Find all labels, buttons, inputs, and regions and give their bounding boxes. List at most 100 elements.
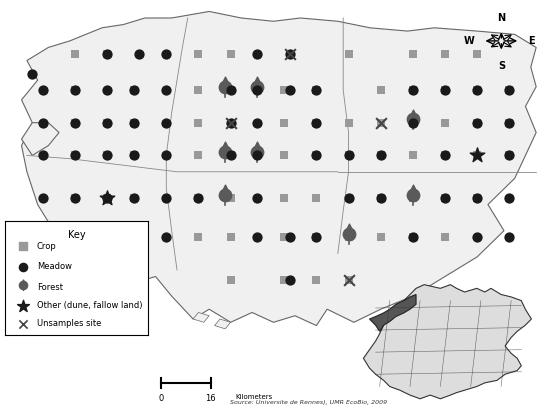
Point <box>441 152 450 159</box>
Point <box>226 119 235 126</box>
Point <box>18 282 27 288</box>
Point <box>71 87 79 93</box>
Point <box>505 234 514 240</box>
Point <box>130 119 138 126</box>
Point <box>39 87 48 93</box>
Point <box>441 87 450 93</box>
Point <box>130 87 138 93</box>
Point <box>130 152 138 159</box>
Point <box>253 195 262 201</box>
Point <box>18 243 27 249</box>
Point <box>103 51 112 57</box>
Point <box>103 152 112 159</box>
Point <box>505 87 514 93</box>
Point <box>344 276 353 283</box>
Point <box>312 152 321 159</box>
Point <box>280 119 289 126</box>
Point <box>409 119 417 126</box>
Point <box>253 152 262 159</box>
Point <box>130 87 138 93</box>
Text: E: E <box>528 36 535 46</box>
Point <box>103 51 112 57</box>
Point <box>473 87 481 93</box>
Point <box>441 51 450 57</box>
Point <box>71 152 79 159</box>
Point <box>194 51 203 57</box>
Point <box>505 195 514 201</box>
Point <box>409 234 417 240</box>
Point <box>226 119 235 126</box>
Point <box>162 87 171 93</box>
Point <box>103 195 112 201</box>
Point <box>221 79 230 85</box>
Point <box>71 87 79 93</box>
Point <box>103 195 112 201</box>
Point <box>253 87 262 93</box>
Point <box>473 152 481 159</box>
Point <box>280 152 289 159</box>
Polygon shape <box>214 319 231 329</box>
Point <box>226 276 235 283</box>
Point <box>103 119 112 126</box>
Point <box>253 234 262 240</box>
Point <box>409 119 417 126</box>
Point <box>130 152 138 159</box>
Point <box>280 276 289 283</box>
Point <box>253 79 262 85</box>
Point <box>162 119 171 126</box>
Polygon shape <box>363 285 531 399</box>
Point <box>376 234 385 240</box>
Point <box>344 195 353 201</box>
Text: W: W <box>464 36 474 46</box>
Point <box>473 195 481 201</box>
Point <box>194 152 203 159</box>
Polygon shape <box>21 11 536 326</box>
Text: Forest: Forest <box>37 283 63 292</box>
Point <box>376 195 385 201</box>
Point <box>135 51 144 57</box>
Point <box>473 195 481 201</box>
Point <box>344 51 353 57</box>
Point <box>226 152 235 159</box>
Point <box>344 226 353 232</box>
Point <box>505 87 514 93</box>
Point <box>285 234 294 240</box>
Point <box>409 191 417 198</box>
Point <box>18 279 27 286</box>
Point <box>162 195 171 201</box>
Text: N: N <box>497 13 505 23</box>
Text: Source: Universite de Rennes), UMR EcoBio, 2009: Source: Universite de Rennes), UMR EcoBi… <box>230 400 387 405</box>
Point <box>18 263 27 270</box>
Point <box>18 302 27 309</box>
Point <box>162 152 171 159</box>
Point <box>312 234 321 240</box>
Point <box>505 152 514 159</box>
Point <box>344 119 353 126</box>
Point <box>441 234 450 240</box>
Point <box>441 195 450 201</box>
Point <box>344 231 353 237</box>
Point <box>253 51 262 57</box>
Point <box>376 119 385 126</box>
Point <box>103 152 112 159</box>
Point <box>221 144 230 151</box>
Point <box>130 195 138 201</box>
Point <box>226 195 235 201</box>
Point <box>473 87 481 93</box>
Point <box>39 195 48 201</box>
Point <box>505 119 514 126</box>
Point <box>409 152 417 159</box>
Point <box>409 51 417 57</box>
Point <box>226 152 235 159</box>
Text: Key: Key <box>68 230 85 240</box>
Point <box>312 119 321 126</box>
Text: 16: 16 <box>205 394 216 403</box>
Point <box>71 195 79 201</box>
Point <box>221 191 230 198</box>
Point <box>441 195 450 201</box>
Point <box>280 87 289 93</box>
Point <box>71 195 79 201</box>
Point <box>253 119 262 126</box>
Point <box>226 51 235 57</box>
Point <box>285 51 294 57</box>
